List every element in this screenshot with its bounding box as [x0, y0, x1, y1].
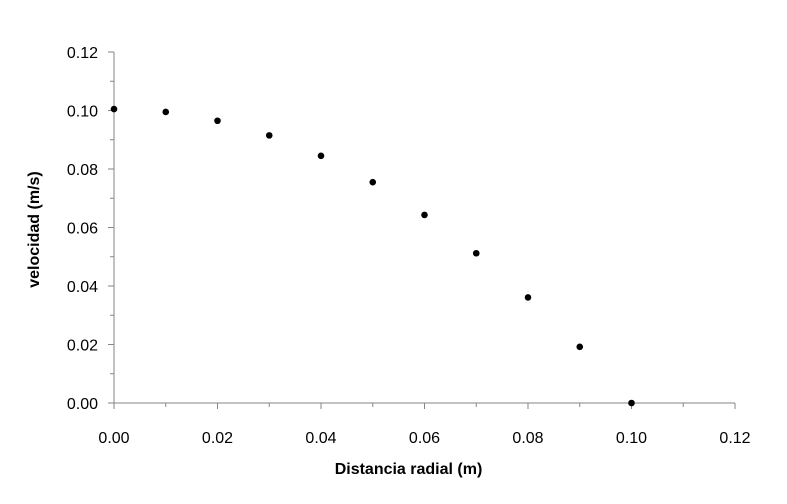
- data-point: [628, 399, 635, 407]
- x-tick-label: 0.08: [512, 430, 543, 447]
- data-point: [214, 117, 221, 125]
- x-tick-label: 0.04: [305, 430, 336, 447]
- x-tick-label: 0.12: [719, 430, 750, 447]
- ticks: [108, 51, 736, 409]
- x-axis-title: Distancia radial (m): [335, 461, 483, 478]
- data-point: [265, 132, 273, 139]
- data-point: [317, 152, 325, 160]
- x-tick-label: 0.10: [616, 430, 647, 447]
- data-point: [576, 343, 584, 351]
- y-tick-label: 0.10: [67, 104, 98, 121]
- y-tick-label: 0.08: [67, 162, 98, 179]
- data-point: [110, 105, 118, 113]
- y-axis-title: velocidad (m/s): [26, 171, 43, 287]
- y-tick-label: 0.06: [67, 221, 98, 238]
- data-points: [110, 105, 635, 407]
- y-tick-label: 0.12: [67, 45, 98, 62]
- y-tick-label: 0.00: [67, 396, 98, 413]
- y-tick-label: 0.04: [67, 279, 98, 296]
- data-point: [369, 178, 377, 186]
- axes: [113, 52, 735, 404]
- x-tick-label: 0.02: [202, 430, 233, 447]
- x-tick-label: 0.00: [98, 430, 129, 447]
- data-point: [162, 108, 170, 116]
- data-point: [472, 249, 480, 257]
- y-tick-label: 0.02: [67, 338, 98, 355]
- x-tick-label: 0.06: [409, 430, 440, 447]
- data-point: [524, 294, 532, 301]
- tick-labels: 0.00 0.02 0.04 0.06 0.08 0.10 0.12 0.00 0.02 0.04…: [67, 45, 751, 447]
- data-point: [421, 211, 428, 219]
